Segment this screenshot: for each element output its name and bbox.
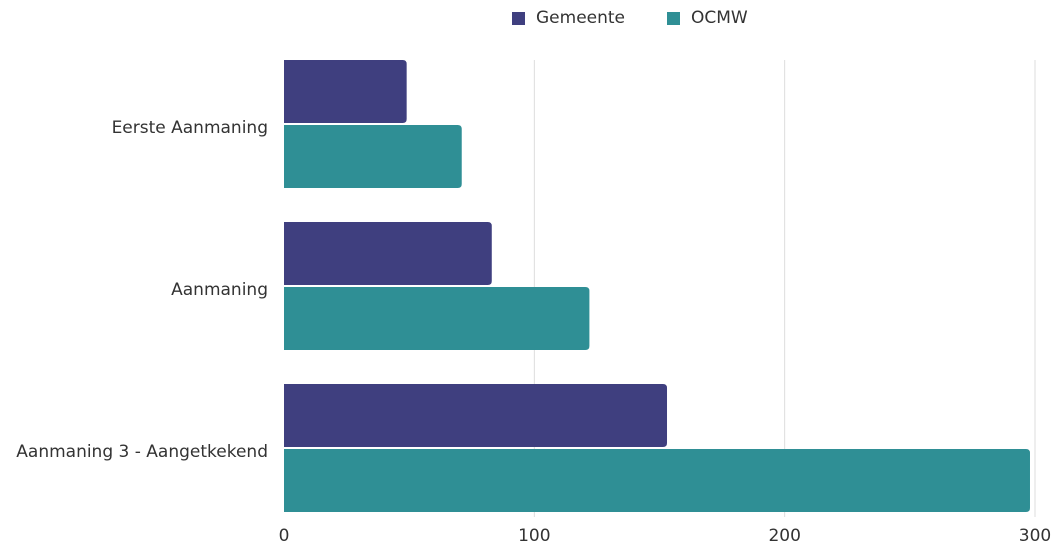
- bar-ocmw-1[interactable]: [284, 287, 590, 350]
- bar-gemeente-0[interactable]: [284, 60, 407, 123]
- legend-swatch-gemeente: [512, 11, 525, 25]
- category-label: Aanmaning 3 - Aangetkekend: [16, 442, 268, 462]
- legend-item-ocmw[interactable]: OCMW: [667, 8, 748, 28]
- x-tick-label: 0: [279, 526, 290, 546]
- category-label: Aanmaning: [171, 280, 268, 300]
- legend-swatch-ocmw: [667, 11, 681, 25]
- x-tick-label: 200: [768, 526, 800, 546]
- category-label: Eerste Aanmaning: [112, 118, 268, 138]
- x-tick-label: 300: [1019, 526, 1051, 546]
- bar-gemeente-1[interactable]: [284, 222, 492, 285]
- bar-ocmw-2[interactable]: [284, 449, 1030, 512]
- legend-label-gemeente: Gemeente: [536, 8, 626, 28]
- legend-label-ocmw: OCMW: [691, 8, 748, 28]
- bar-gemeente-2[interactable]: [284, 384, 668, 447]
- bar-ocmw-0[interactable]: [284, 125, 462, 188]
- legend-item-gemeente[interactable]: Gemeente: [512, 8, 625, 28]
- legend: Gemeente OCMW: [512, 8, 790, 28]
- x-tick-label: 100: [518, 526, 550, 546]
